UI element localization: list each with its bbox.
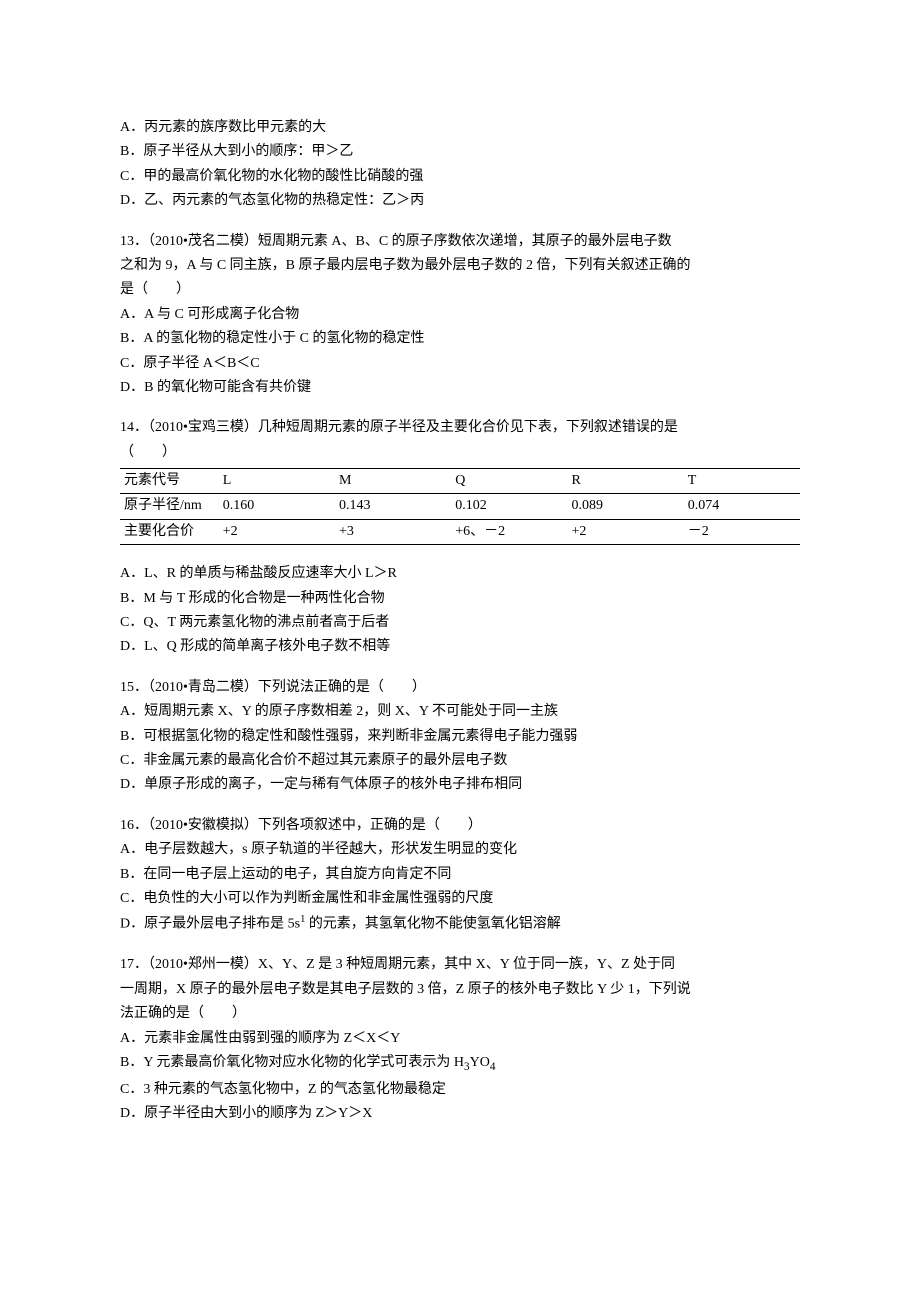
q13: 13．（2010•茂名二模）短周期元素 A、B、C 的原子序数依次递增，其原子的… [120, 231, 800, 400]
q13-option-b: B．A 的氢化物的稳定性小于 C 的氢化物的稳定性 [120, 328, 800, 350]
q15-option-b: B．可根据氢化物的稳定性和酸性强弱，来判断非金属元素得电子能力强弱 [120, 726, 800, 748]
q17-option-b: B．Y 元素最高价氧化物对应水化物的化学式可表示为 H3YO4 [120, 1052, 800, 1077]
table-cell: +6、－2 [451, 519, 567, 544]
table-cell: 主要化合价 [120, 519, 219, 544]
q15: 15．（2010•青岛二模）下列说法正确的是（ ） A．短周期元素 X、Y 的原… [120, 677, 800, 797]
q14: 14．（2010•宝鸡三模）几种短周期元素的原子半径及主要化合价见下表，下列叙述… [120, 417, 800, 659]
table-cell: R [567, 469, 683, 494]
q12-option-b: B．原子半径从大到小的顺序：甲＞乙 [120, 141, 800, 163]
table-cell: +3 [335, 519, 451, 544]
q12-options: A．丙元素的族序数比甲元素的大 B．原子半径从大到小的顺序：甲＞乙 C．甲的最高… [120, 117, 800, 213]
q17-option-a: A．元素非金属性由弱到强的顺序为 Z＜X＜Y [120, 1028, 800, 1050]
q14-table: 元素代号 L M Q R T 原子半径/nm 0.160 0.143 0.102… [120, 468, 800, 545]
q12-option-a: A．丙元素的族序数比甲元素的大 [120, 117, 800, 139]
q17: 17．（2010•郑州一模）X、Y、Z 是 3 种短周期元素，其中 X、Y 位于… [120, 954, 800, 1125]
q17-option-c: C．3 种元素的气态氢化物中，Z 的气态氢化物最稳定 [120, 1079, 800, 1101]
q12-option-c: C．甲的最高价氧化物的水化物的酸性比硝酸的强 [120, 166, 800, 188]
q16-option-a: A．电子层数越大，s 原子轨道的半径越大，形状发生明显的变化 [120, 839, 800, 861]
table-cell: 0.089 [567, 494, 683, 519]
table-cell: Q [451, 469, 567, 494]
q15-option-c: C．非金属元素的最高化合价不超过其元素原子的最外层电子数 [120, 750, 800, 772]
q16-option-d: D．原子最外层电子排布是 5s1 的元素，其氢氧化物不能使氢氧化铝溶解 [120, 912, 800, 936]
table-row: 主要化合价 +2 +3 +6、－2 +2 －2 [120, 519, 800, 544]
q14-option-c: C．Q、T 两元素氢化物的沸点前者高于后者 [120, 612, 800, 634]
table-cell: 0.160 [219, 494, 335, 519]
table-cell: M [335, 469, 451, 494]
q12-option-d: D．乙、丙元素的气态氢化物的热稳定性：乙＞丙 [120, 190, 800, 212]
table-cell: L [219, 469, 335, 494]
q17-stem-line3: 法正确的是（ ） [120, 1003, 800, 1025]
q14-option-a: A．L、R 的单质与稀盐酸反应速率大小 L＞R [120, 563, 800, 585]
q16-option-c: C．电负性的大小可以作为判断金属性和非金属性强弱的尺度 [120, 888, 800, 910]
q14-option-d: D．L、Q 形成的简单离子核外电子数不相等 [120, 636, 800, 658]
q17-stem-line1: 17．（2010•郑州一模）X、Y、Z 是 3 种短周期元素，其中 X、Y 位于… [120, 954, 800, 976]
q15-stem: 15．（2010•青岛二模）下列说法正确的是（ ） [120, 677, 800, 699]
q16-option-b: B．在同一电子层上运动的电子，其自旋方向肯定不同 [120, 864, 800, 886]
table-cell: T [684, 469, 800, 494]
q13-stem-line3: 是（ ） [120, 279, 800, 301]
table-cell: －2 [684, 519, 800, 544]
q13-option-a: A．A 与 C 可形成离子化合物 [120, 304, 800, 326]
q16: 16．（2010•安徽模拟）下列各项叙述中，正确的是（ ） A．电子层数越大，s… [120, 815, 800, 937]
table-cell: 元素代号 [120, 469, 219, 494]
q16-d-pre: D．原子最外层电子排布是 5s [120, 917, 300, 932]
document-page: A．丙元素的族序数比甲元素的大 B．原子半径从大到小的顺序：甲＞乙 C．甲的最高… [0, 0, 920, 1302]
table-row: 原子半径/nm 0.160 0.143 0.102 0.089 0.074 [120, 494, 800, 519]
table-cell: +2 [219, 519, 335, 544]
q13-option-c: C．原子半径 A＜B＜C [120, 353, 800, 375]
q14-option-b: B．M 与 T 形成的化合物是一种两性化合物 [120, 588, 800, 610]
q16-stem: 16．（2010•安徽模拟）下列各项叙述中，正确的是（ ） [120, 815, 800, 837]
table-cell: 0.143 [335, 494, 451, 519]
q17-b-mid: YO [470, 1055, 490, 1070]
q14-stem-line2: （ ） [120, 442, 800, 464]
q13-stem-line2: 之和为 9，A 与 C 同主族，B 原子最内层电子数为最外层电子数的 2 倍，下… [120, 255, 800, 277]
q15-option-a: A．短周期元素 X、Y 的原子序数相差 2，则 X、Y 不可能处于同一主族 [120, 701, 800, 723]
q17-b-pre: B．Y 元素最高价氧化物对应水化物的化学式可表示为 H [120, 1055, 464, 1070]
q16-d-post: 的元素，其氢氧化物不能使氢氧化铝溶解 [305, 917, 561, 932]
q13-option-d: D．B 的氧化物可能含有共价键 [120, 377, 800, 399]
q14-stem-line1: 14．（2010•宝鸡三模）几种短周期元素的原子半径及主要化合价见下表，下列叙述… [120, 417, 800, 439]
table-cell: +2 [567, 519, 683, 544]
q13-stem-line1: 13．（2010•茂名二模）短周期元素 A、B、C 的原子序数依次递增，其原子的… [120, 231, 800, 253]
subscript-4: 4 [490, 1061, 496, 1073]
table-row: 元素代号 L M Q R T [120, 469, 800, 494]
table-cell: 0.102 [451, 494, 567, 519]
q17-option-d: D．原子半径由大到小的顺序为 Z＞Y＞X [120, 1103, 800, 1125]
q15-option-d: D．单原子形成的离子，一定与稀有气体原子的核外电子排布相同 [120, 774, 800, 796]
table-cell: 原子半径/nm [120, 494, 219, 519]
q17-stem-line2: 一周期，X 原子的最外层电子数是其电子层数的 3 倍，Z 原子的核外电子数比 Y… [120, 979, 800, 1001]
table-cell: 0.074 [684, 494, 800, 519]
